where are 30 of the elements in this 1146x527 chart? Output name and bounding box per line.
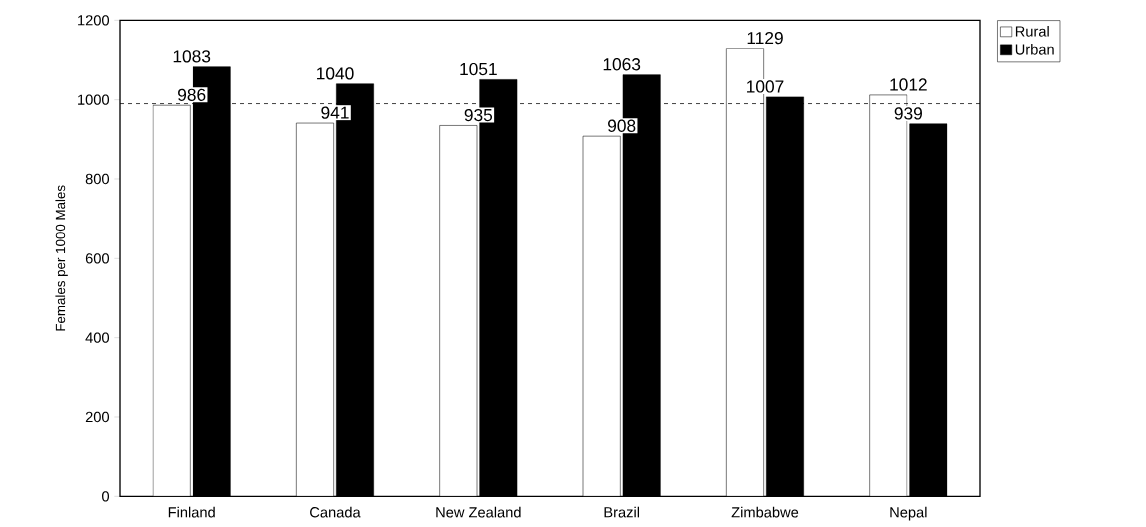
data-label: 1051 — [460, 62, 497, 76]
data-label: 1012 — [890, 78, 927, 91]
y-tick-label: 0 — [102, 491, 110, 502]
legend-label: Rural — [1015, 25, 1049, 37]
data-label: 908 — [608, 119, 636, 132]
y-tick-label: 600 — [85, 253, 110, 264]
legend-label: Urban — [1015, 43, 1054, 55]
data-label: 1007 — [747, 80, 784, 93]
x-tick-label: Zimbabwe — [731, 506, 799, 518]
data-label: 1063 — [603, 58, 641, 71]
y-tick-label: 400 — [85, 332, 110, 343]
data-label: 935 — [464, 108, 493, 122]
x-tick-label: Finland — [168, 506, 215, 518]
x-tick-label: New Zealand — [436, 506, 521, 518]
y-tick-label: 200 — [85, 411, 110, 423]
bar — [909, 123, 948, 497]
x-tick-label: Nepal — [890, 506, 927, 521]
x-tick-label: Canada — [310, 506, 361, 518]
y-axis-title: Females per 1000 Males — [55, 185, 68, 331]
bar — [296, 122, 334, 497]
y-tick-label: 1200 — [78, 15, 110, 26]
data-label: 941 — [321, 106, 349, 119]
data-label: 939 — [894, 107, 922, 120]
data-label: 986 — [178, 88, 206, 101]
data-label: 1129 — [747, 31, 783, 45]
data-label: 1040 — [317, 67, 354, 80]
x-tick-label: Brazil — [604, 506, 640, 518]
y-tick-label: 800 — [85, 173, 110, 185]
data-label: 1083 — [173, 50, 211, 63]
y-tick-label: 1000 — [78, 94, 110, 105]
